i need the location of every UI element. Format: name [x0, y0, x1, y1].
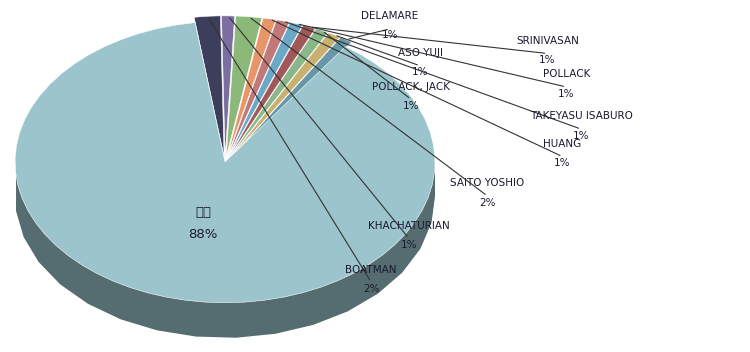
Polygon shape	[221, 16, 235, 157]
Text: 1%: 1%	[558, 89, 574, 99]
Text: 2%: 2%	[479, 198, 496, 208]
Text: SRINIVASAN: SRINIVASAN	[516, 36, 579, 46]
Polygon shape	[230, 33, 340, 157]
Polygon shape	[16, 161, 435, 308]
Text: DELAMARE: DELAMARE	[362, 11, 419, 21]
Text: SAITO YOSHIO: SAITO YOSHIO	[450, 178, 525, 188]
Polygon shape	[228, 20, 290, 157]
Polygon shape	[16, 161, 435, 338]
Text: 88%: 88%	[188, 228, 218, 241]
Polygon shape	[15, 23, 435, 303]
Polygon shape	[16, 161, 435, 326]
Polygon shape	[16, 161, 435, 317]
Polygon shape	[227, 18, 276, 157]
Polygon shape	[16, 161, 435, 314]
Polygon shape	[16, 161, 435, 335]
Text: 1%: 1%	[539, 55, 556, 65]
Text: 1%: 1%	[573, 131, 590, 141]
Text: 1%: 1%	[403, 101, 419, 111]
Polygon shape	[230, 25, 315, 157]
Polygon shape	[231, 37, 352, 157]
Text: 1%: 1%	[412, 68, 428, 77]
Text: KHACHATURIAN: KHACHATURIAN	[368, 221, 450, 231]
Text: TAKEYASU ISABURO: TAKEYASU ISABURO	[530, 112, 633, 121]
Polygon shape	[16, 161, 435, 329]
Polygon shape	[230, 29, 328, 157]
Text: 1%: 1%	[400, 240, 417, 250]
Polygon shape	[16, 161, 435, 323]
Text: 2%: 2%	[363, 284, 380, 294]
Polygon shape	[194, 16, 224, 157]
Text: 1%: 1%	[554, 158, 571, 168]
Text: HUANG: HUANG	[543, 139, 582, 149]
Text: POLLACK: POLLACK	[542, 69, 590, 79]
Polygon shape	[16, 161, 435, 311]
Polygon shape	[16, 161, 435, 332]
Polygon shape	[16, 161, 435, 306]
Text: BOATMAN: BOATMAN	[346, 265, 397, 275]
Polygon shape	[16, 161, 435, 320]
Polygon shape	[226, 16, 262, 157]
Text: 1%: 1%	[382, 31, 398, 40]
Text: 기타: 기타	[195, 207, 211, 220]
Text: ASO YUJI: ASO YUJI	[398, 48, 442, 58]
Text: POLLACK, JACK: POLLACK, JACK	[372, 82, 450, 92]
Polygon shape	[229, 22, 302, 157]
